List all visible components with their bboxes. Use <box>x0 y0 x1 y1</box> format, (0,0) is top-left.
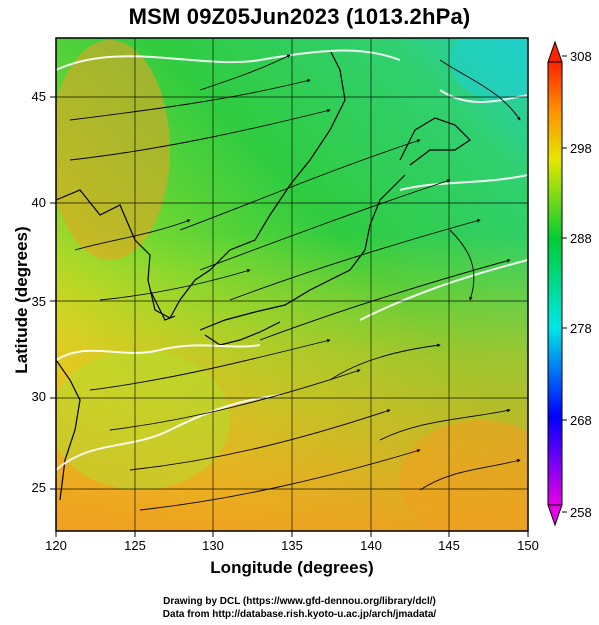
y-tick-label: 45 <box>32 89 46 104</box>
y-axis-label-wrap: Latitude (degrees) <box>2 226 42 373</box>
y-axis: 25 30 35 40 45 <box>32 89 56 495</box>
y-tick-label: 30 <box>32 389 46 404</box>
colorbar-tick-label: 278 <box>570 321 592 336</box>
x-tick-label: 145 <box>438 538 460 553</box>
colorbar: 258 268 278 288 298 308 <box>547 40 592 527</box>
x-tick-label: 120 <box>45 538 67 553</box>
colorbar-tick-label: 298 <box>570 141 592 156</box>
x-tick-label: 150 <box>517 538 539 553</box>
coastlines <box>56 49 471 501</box>
x-tick-label: 135 <box>281 538 303 553</box>
colorbar-tick-label: 258 <box>570 505 592 520</box>
x-tick-label: 140 <box>360 538 382 553</box>
graticule <box>56 38 528 531</box>
credit-drawing: Drawing by DCL (https://www.gfd-dennou.o… <box>163 596 436 607</box>
temperature-field <box>56 38 528 531</box>
colorbar-tick-label: 268 <box>570 413 592 428</box>
wind-streamlines <box>69 54 521 511</box>
y-tick-label: 25 <box>32 480 46 495</box>
x-tick-label: 130 <box>202 538 224 553</box>
credit-data: Data from http://database.rish.kyoto-u.a… <box>162 609 437 620</box>
y-axis-label: Latitude (degrees) <box>12 226 31 374</box>
colorbar-tick-label: 308 <box>570 49 592 64</box>
x-axis: 120 125 130 135 140 145 150 <box>45 531 539 553</box>
x-axis-label: Longitude (degrees) <box>210 558 374 577</box>
colorbar-min-arrow <box>547 504 563 527</box>
map-title: MSM 09Z05Jun2023 (1013.2hPa) <box>128 4 471 29</box>
x-tick-label: 125 <box>124 538 146 553</box>
y-tick-label: 35 <box>32 294 46 309</box>
y-tick-label: 40 <box>32 195 46 210</box>
colorbar-tick-label: 288 <box>570 231 592 246</box>
colorbar-max-arrow <box>547 40 563 63</box>
